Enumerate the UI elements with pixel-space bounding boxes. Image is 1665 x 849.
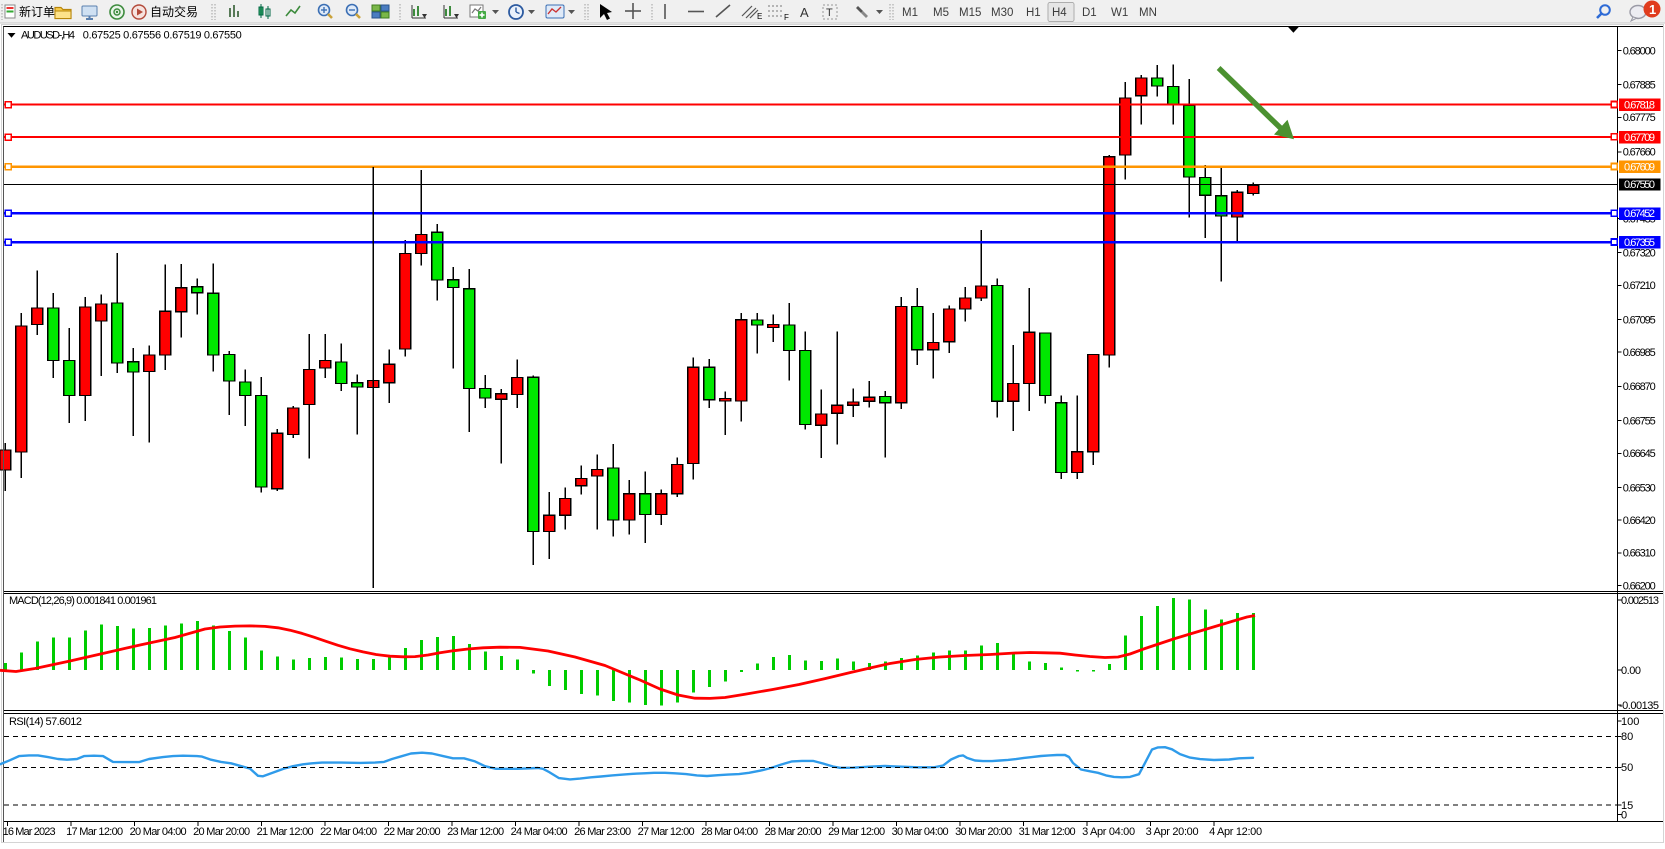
- svg-text:0.67355: 0.67355: [1624, 237, 1655, 249]
- svg-text:0.66645: 0.66645: [1623, 448, 1656, 460]
- svg-text:0.67210: 0.67210: [1623, 280, 1656, 292]
- svg-text:0.66985: 0.66985: [1623, 347, 1656, 359]
- svg-text:W1: W1: [1111, 7, 1128, 19]
- svg-text:自动交易: 自动交易: [150, 4, 198, 19]
- svg-text:0.00: 0.00: [1621, 665, 1641, 677]
- svg-text:31 Mar 12:00: 31 Mar 12:00: [1019, 826, 1076, 838]
- svg-text:24 Mar 04:00: 24 Mar 04:00: [511, 826, 568, 838]
- svg-text:新订单: 新订单: [19, 4, 55, 19]
- svg-text:0.67709: 0.67709: [1624, 132, 1655, 144]
- svg-text:0.66870: 0.66870: [1623, 381, 1656, 393]
- svg-text:M30: M30: [991, 7, 1013, 19]
- svg-text:17 Mar 12:00: 17 Mar 12:00: [66, 826, 123, 838]
- svg-text:E: E: [757, 12, 762, 21]
- svg-text:0: 0: [1621, 809, 1627, 821]
- svg-text:0.67775: 0.67775: [1623, 112, 1656, 124]
- svg-text:T: T: [826, 7, 833, 19]
- svg-text:0.67818: 0.67818: [1624, 99, 1655, 111]
- svg-text:28 Mar 20:00: 28 Mar 20:00: [765, 826, 822, 838]
- svg-text:4 Apr 12:00: 4 Apr 12:00: [1209, 826, 1262, 838]
- svg-text:0.67452: 0.67452: [1624, 208, 1655, 220]
- svg-text:0.66755: 0.66755: [1623, 415, 1656, 427]
- svg-text:0.68000: 0.68000: [1623, 45, 1656, 57]
- svg-text:-0.00135: -0.00135: [1619, 700, 1659, 712]
- svg-text:100: 100: [1621, 716, 1639, 728]
- svg-text:0.002513: 0.002513: [1621, 595, 1659, 607]
- svg-text:0.66530: 0.66530: [1623, 482, 1656, 494]
- svg-text:H1: H1: [1026, 7, 1041, 19]
- svg-text:0.67660: 0.67660: [1623, 147, 1656, 159]
- svg-text:15: 15: [1621, 800, 1633, 812]
- svg-text:0.66420: 0.66420: [1623, 515, 1656, 527]
- svg-text:D1: D1: [1082, 7, 1097, 19]
- svg-text:22 Mar 04:00: 22 Mar 04:00: [320, 826, 377, 838]
- svg-text:50: 50: [1621, 762, 1633, 774]
- svg-text:0.67550: 0.67550: [1624, 179, 1655, 191]
- svg-text:28 Mar 04:00: 28 Mar 04:00: [701, 826, 758, 838]
- svg-text:MN: MN: [1139, 7, 1157, 19]
- svg-text:80: 80: [1621, 731, 1633, 743]
- svg-text:30 Mar 04:00: 30 Mar 04:00: [892, 826, 949, 838]
- svg-text:27 Mar 12:00: 27 Mar 12:00: [638, 826, 695, 838]
- svg-text:0.67525 0.67556 0.67519 0.6755: 0.67525 0.67556 0.67519 0.67550: [83, 30, 242, 42]
- svg-text:M15: M15: [959, 7, 981, 19]
- svg-text:30 Mar 20:00: 30 Mar 20:00: [955, 826, 1012, 838]
- svg-text:0.67885: 0.67885: [1623, 80, 1656, 92]
- svg-text:0.67320: 0.67320: [1623, 247, 1656, 259]
- svg-text:0.66310: 0.66310: [1623, 548, 1656, 560]
- svg-text:3 Apr 20:00: 3 Apr 20:00: [1146, 826, 1199, 838]
- svg-text:0.67609: 0.67609: [1624, 162, 1655, 174]
- svg-text:23 Mar 12:00: 23 Mar 12:00: [447, 826, 504, 838]
- svg-text:20 Mar 20:00: 20 Mar 20:00: [193, 826, 250, 838]
- svg-text:26 Mar 23:00: 26 Mar 23:00: [574, 826, 631, 838]
- svg-text:RSI(14) 57.6012: RSI(14) 57.6012: [9, 716, 82, 728]
- svg-text:0.66200: 0.66200: [1623, 580, 1656, 592]
- svg-text:1: 1: [1649, 2, 1656, 17]
- svg-text:MACD(12,26,9) 0.001841 0.00196: MACD(12,26,9) 0.001841 0.001961: [9, 595, 157, 607]
- svg-text:A: A: [800, 5, 809, 20]
- svg-text:AUDUSD-,H4: AUDUSD-,H4: [21, 30, 75, 42]
- svg-text:16 Mar 2023: 16 Mar 2023: [3, 826, 56, 838]
- svg-text:22 Mar 20:00: 22 Mar 20:00: [384, 826, 441, 838]
- svg-text:21 Mar 12:00: 21 Mar 12:00: [257, 826, 314, 838]
- svg-text:3 Apr 04:00: 3 Apr 04:00: [1082, 826, 1135, 838]
- svg-text:M5: M5: [933, 7, 949, 19]
- svg-text:H4: H4: [1052, 7, 1067, 19]
- svg-text:M1: M1: [902, 7, 918, 19]
- svg-text:29 Mar 12:00: 29 Mar 12:00: [828, 826, 885, 838]
- svg-text:F: F: [784, 13, 789, 22]
- svg-text:20 Mar 04:00: 20 Mar 04:00: [130, 826, 187, 838]
- svg-text:0.67095: 0.67095: [1623, 314, 1656, 326]
